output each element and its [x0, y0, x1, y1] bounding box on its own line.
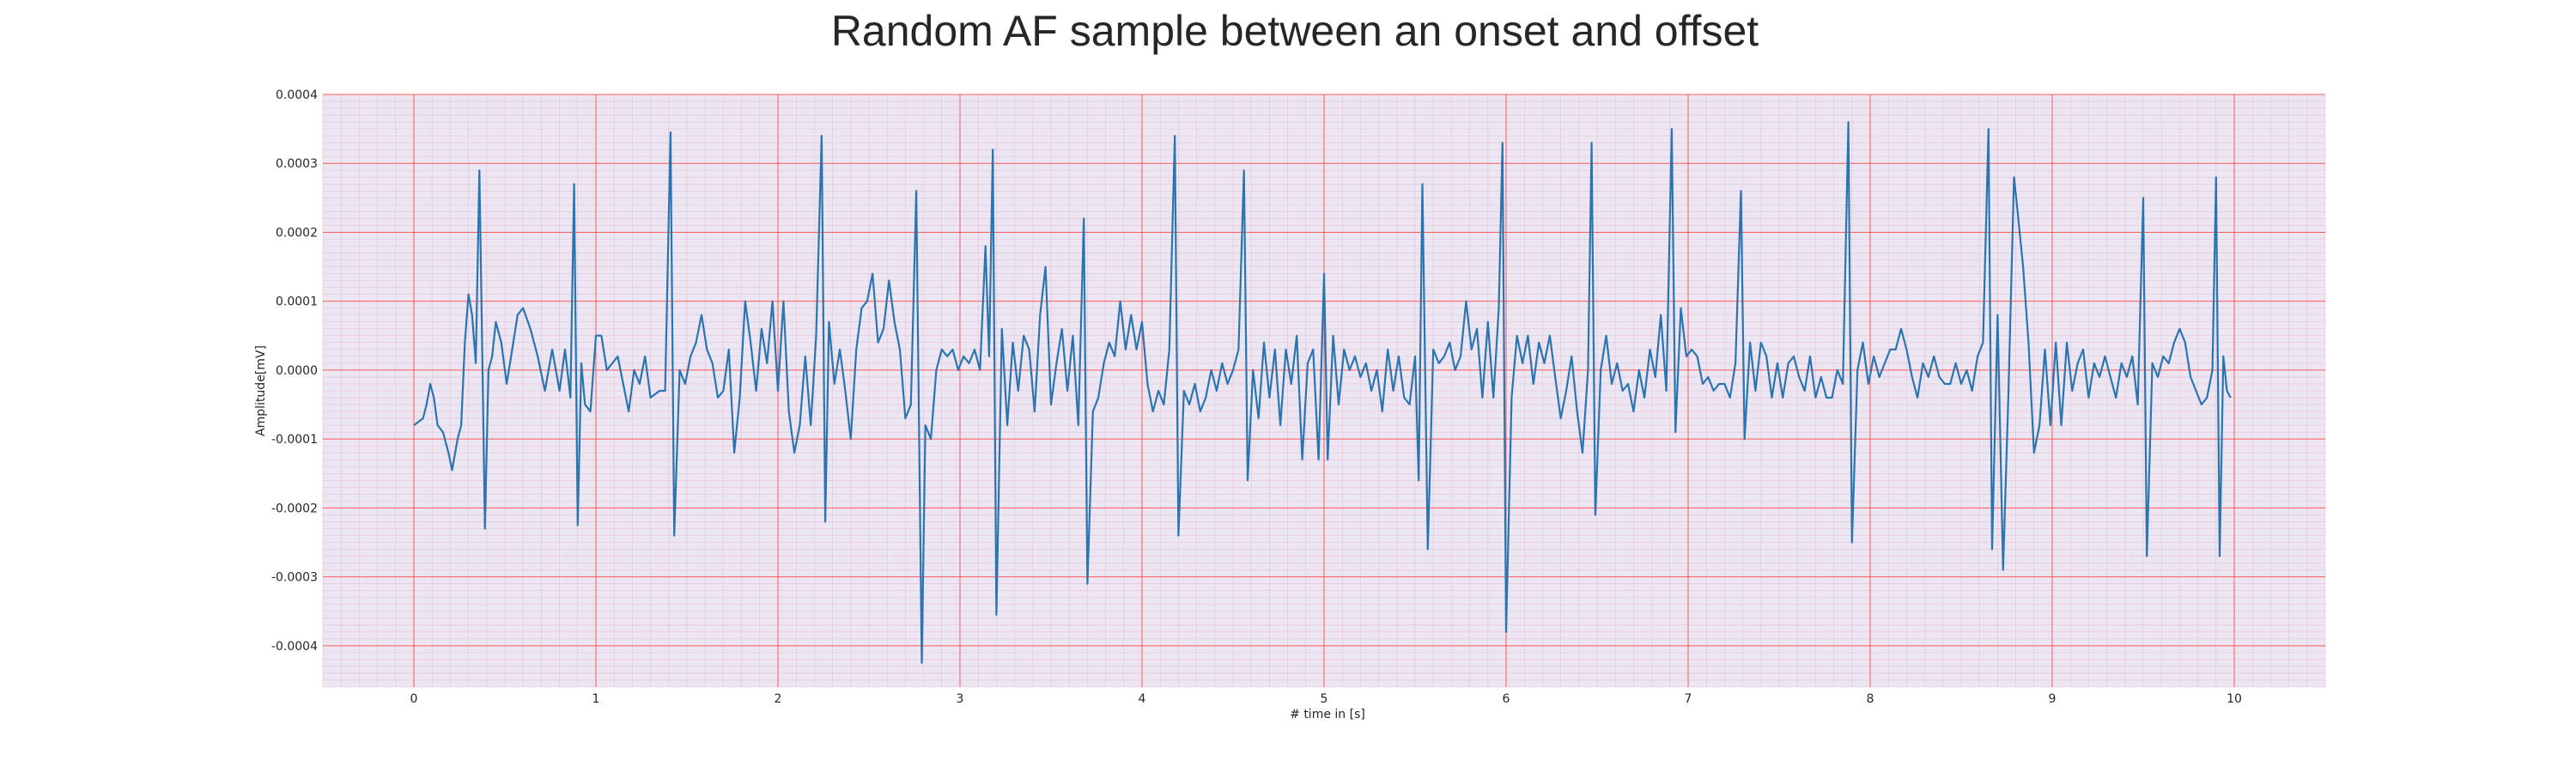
y-tick-label: 0.0000: [276, 364, 318, 378]
y-tick-label: -0.0003: [271, 571, 318, 585]
y-tick-label: 0.0004: [276, 88, 318, 102]
y-tick-label: -0.0004: [271, 640, 318, 654]
x-axis-label: # time in [s]: [1290, 708, 1365, 721]
chart-title: Random AF sample between an onset and of…: [831, 7, 1759, 55]
y-tick-label: 0.0002: [276, 226, 318, 240]
y-tick-labels: 0.0004 0.0003 0.0002 0.0001 0.0000 -0.0001 -0.…: [271, 88, 318, 654]
y-axis-label: Amplitude[mV]: [254, 345, 268, 436]
x-tick-label: 6: [1503, 692, 1510, 706]
y-tick-label: 0.0003: [276, 157, 318, 171]
y-tick-label: -0.0001: [271, 433, 318, 447]
x-tick-label: 0: [410, 692, 418, 706]
x-tick-label: 8: [1867, 692, 1874, 706]
y-tick-label: 0.0001: [276, 295, 318, 309]
x-tick-labels: 0 1 2 3 4 5 6 7 8 9 10: [410, 692, 2242, 706]
x-tick-label: 10: [2227, 692, 2242, 706]
x-tick-label: 3: [957, 692, 964, 706]
x-tick-label: 4: [1139, 692, 1146, 706]
x-tick-label: 5: [1321, 692, 1328, 706]
signal-line: [413, 121, 2232, 664]
x-tick-label: 7: [1685, 692, 1692, 706]
x-tick-label: 1: [592, 692, 600, 706]
y-tick-label: -0.0002: [271, 502, 318, 515]
x-tick-label: 9: [2049, 692, 2057, 706]
x-tick-label: 2: [775, 692, 782, 706]
